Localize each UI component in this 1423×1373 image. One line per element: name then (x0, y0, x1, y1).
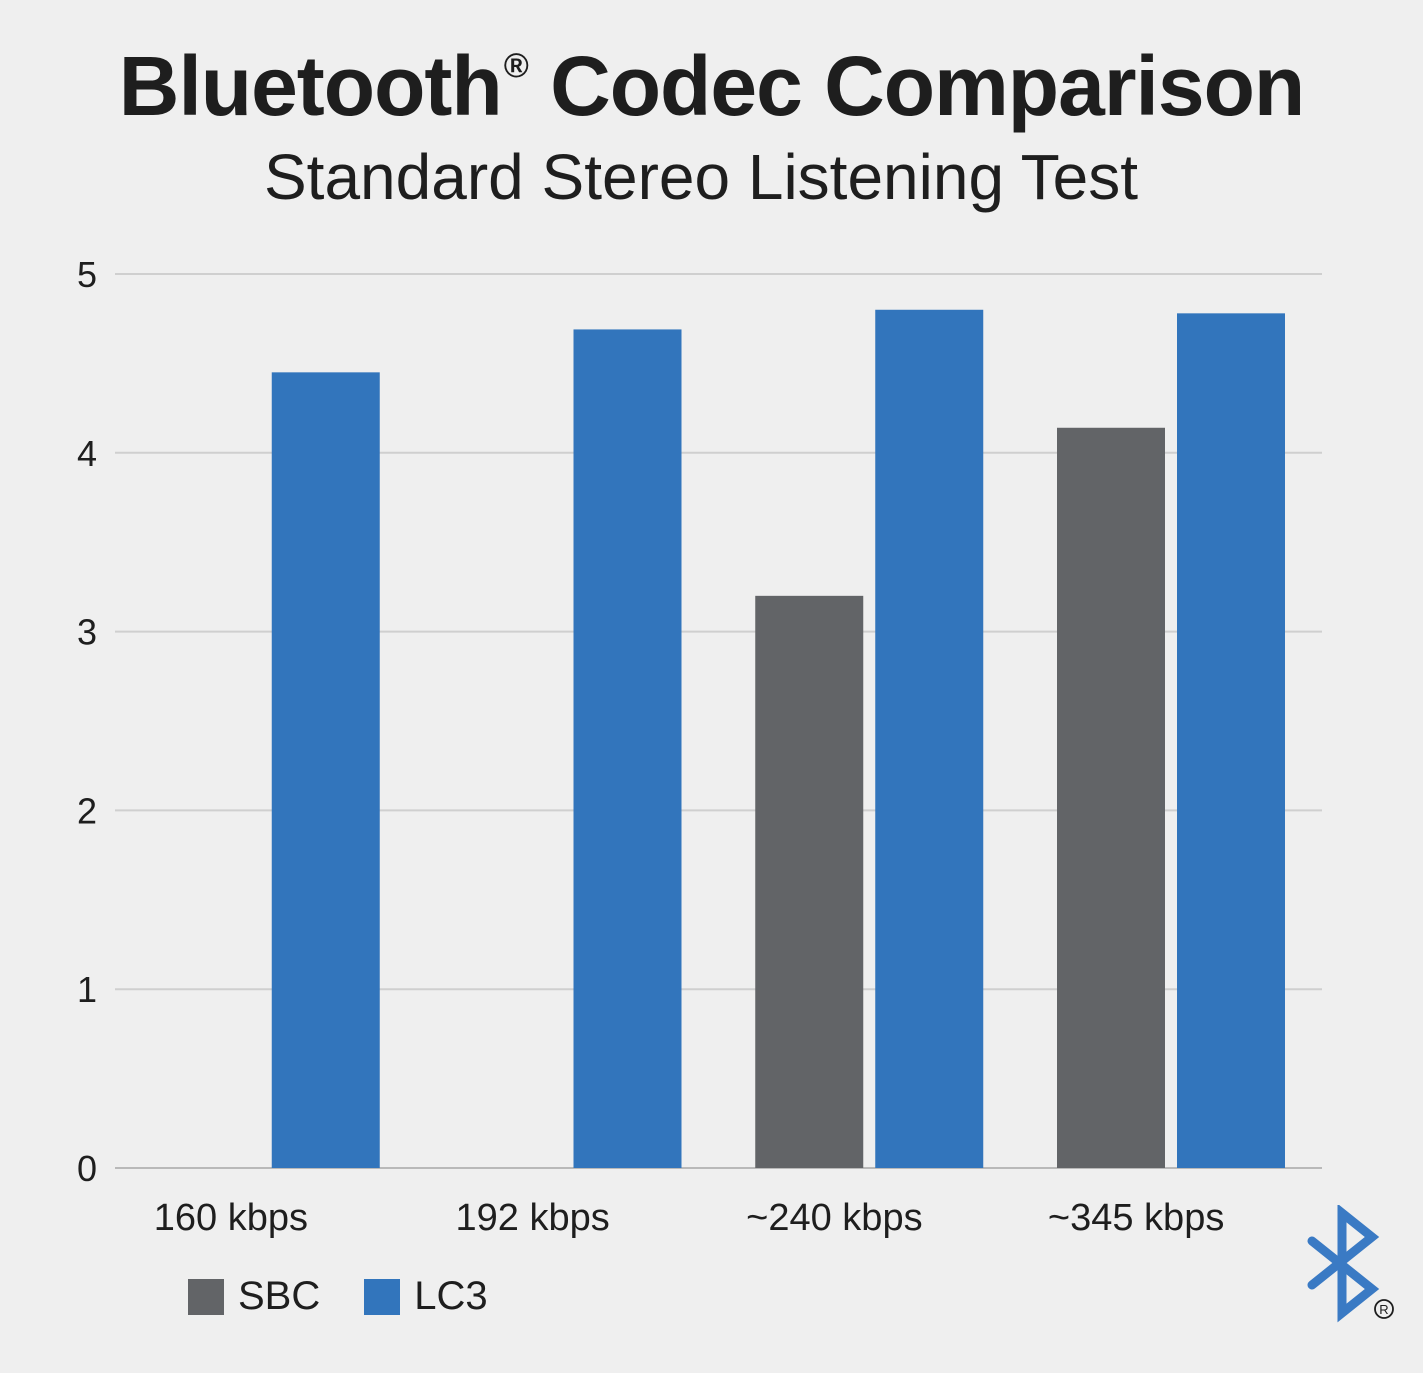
y-tick-label: 3 (77, 612, 97, 653)
y-axis-ticks: 0 1 2 3 4 5 (77, 254, 97, 1189)
chart-title-rest: Codec Comparison (527, 39, 1305, 133)
legend-swatch-sbc (188, 1278, 224, 1315)
x-category-label: 192 kbps (456, 1197, 610, 1239)
registered-mark-r: R (1379, 1302, 1388, 1317)
legend-label-sbc: SBC (238, 1274, 321, 1318)
chart-title: Bluetooth® Codec Comparison (0, 38, 1423, 135)
x-axis-labels: 160 kbps 192 kbps ~240 kbps ~345 kbps (154, 1197, 1225, 1239)
bar-lc3 (271, 372, 380, 1169)
bar-sbc (755, 595, 864, 1168)
bluetooth-icon (1307, 1205, 1380, 1323)
x-category-label: 160 kbps (154, 1197, 308, 1239)
chart-title-brand: Bluetooth (118, 39, 503, 133)
legend-label-lc3: LC3 (414, 1274, 488, 1318)
bar-lc3 (875, 309, 984, 1168)
y-tick-label: 2 (77, 790, 97, 831)
legend: SBC LC3 (188, 1274, 532, 1319)
y-tick-label: 4 (77, 433, 97, 474)
bluetooth-logo: R (1307, 1205, 1394, 1323)
legend-swatch-lc3 (364, 1278, 401, 1315)
bar-sbc (1057, 427, 1165, 1168)
x-category-label: ~240 kbps (746, 1197, 922, 1239)
chart-subtitle: Standard Stereo Listening Test (263, 141, 1139, 213)
legend-item-sbc: SBC (188, 1274, 320, 1319)
x-category-label: ~345 kbps (1048, 1197, 1224, 1239)
bars (271, 309, 1285, 1169)
bar-lc3 (573, 329, 682, 1169)
y-tick-label: 1 (77, 969, 97, 1010)
registered-mark-circle (1374, 1299, 1394, 1319)
y-tick-label: 0 (77, 1148, 97, 1189)
legend-item-lc3: LC3 (364, 1274, 488, 1319)
y-tick-label: 5 (77, 254, 97, 295)
bar-lc3 (1177, 313, 1285, 1168)
registered-mark: ® (503, 47, 529, 85)
